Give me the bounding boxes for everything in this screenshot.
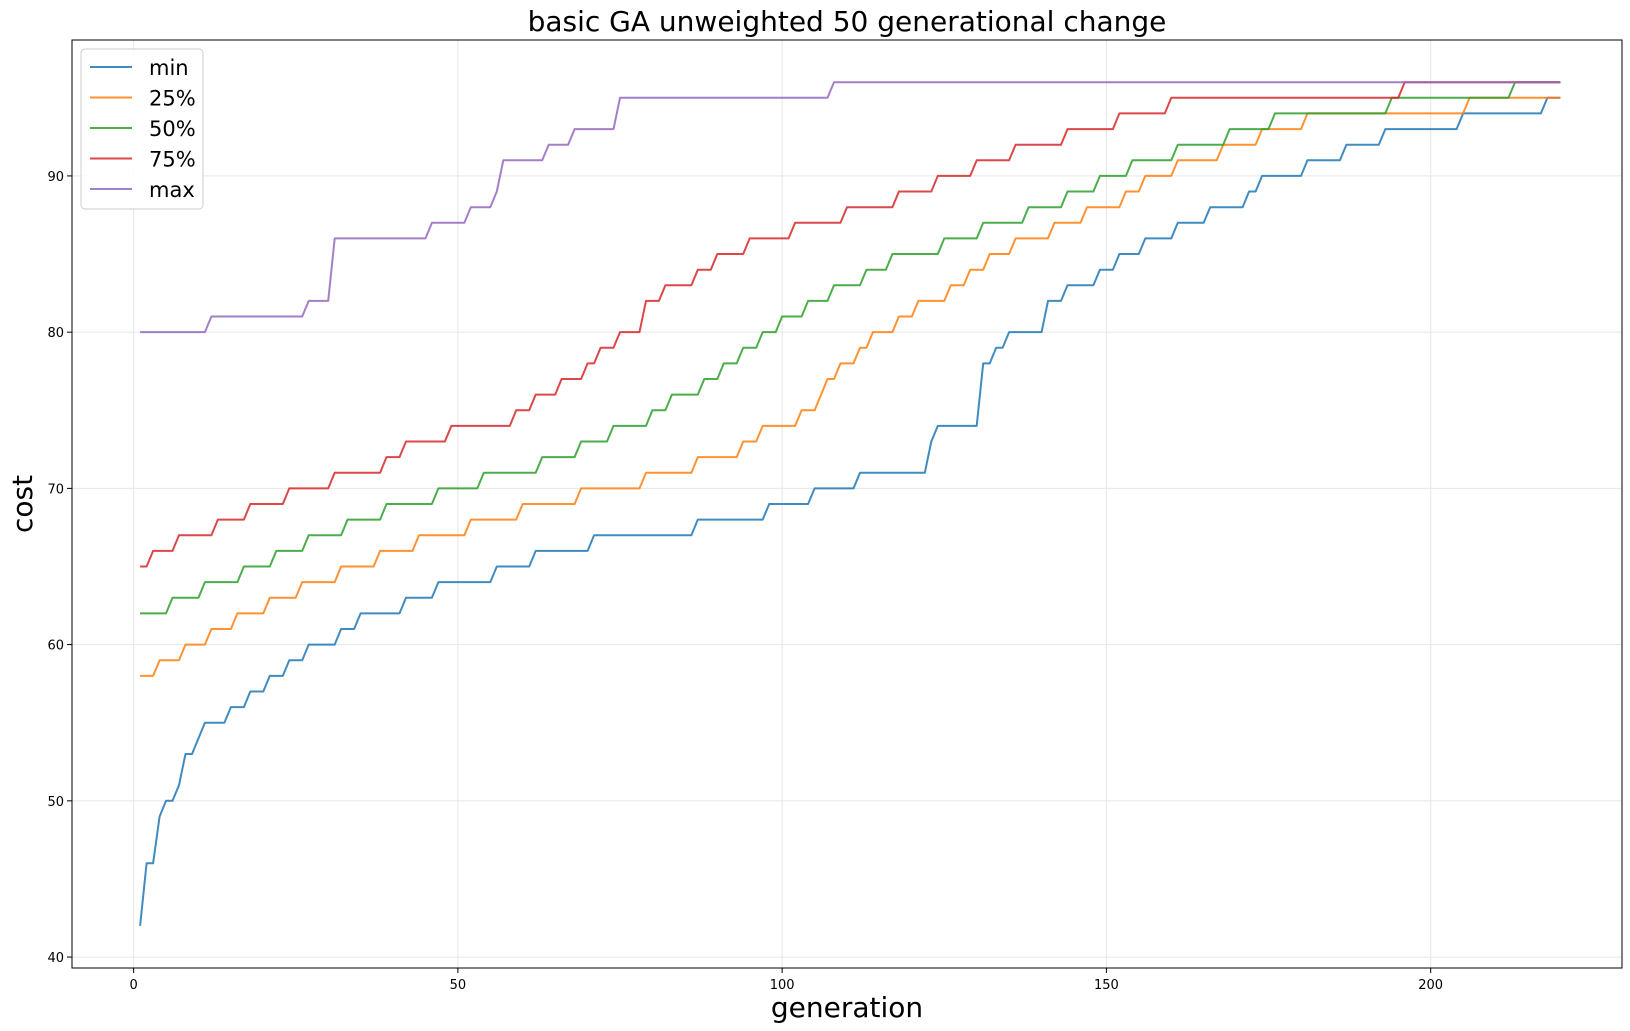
x-tick-label: 50 [450, 978, 467, 993]
legend: min 25% 50% 75% max [80, 48, 204, 210]
y-axis: 40 50 60 70 80 90 [47, 170, 72, 966]
y-tick-label: 90 [47, 170, 64, 185]
x-tick-label: 100 [770, 978, 795, 993]
series-lines [139, 81, 1561, 926]
plot-frame [71, 39, 1623, 969]
x-tick-label: 200 [1418, 978, 1443, 993]
y-tick-label: 80 [47, 326, 64, 341]
legend-label: max [149, 178, 195, 202]
legend-label: min [149, 56, 189, 80]
x-axis: 0 50 100 150 200 [129, 968, 1443, 993]
x-axis-title: generation [771, 991, 923, 1024]
series-line-max [140, 81, 1561, 334]
legend-label: 75% [149, 148, 196, 172]
x-tick-label: 0 [129, 978, 137, 993]
legend-label: 25% [149, 87, 196, 111]
y-axis-title: cost [6, 475, 39, 533]
y-tick-label: 60 [47, 639, 64, 654]
legend-label: 50% [149, 117, 196, 141]
series-line-50pct [140, 81, 1561, 615]
y-tick-label: 50 [47, 795, 64, 810]
chart-title: basic GA unweighted 50 generational chan… [528, 5, 1167, 38]
y-tick-label: 40 [47, 951, 64, 966]
series-line-min [139, 96, 1561, 926]
y-tick-label: 70 [47, 482, 64, 497]
x-tick-label: 150 [1094, 978, 1119, 993]
series-line-75pct [140, 81, 1561, 568]
series-line-25pct [140, 96, 1561, 677]
legend-box [80, 48, 204, 210]
grid [72, 40, 1622, 968]
